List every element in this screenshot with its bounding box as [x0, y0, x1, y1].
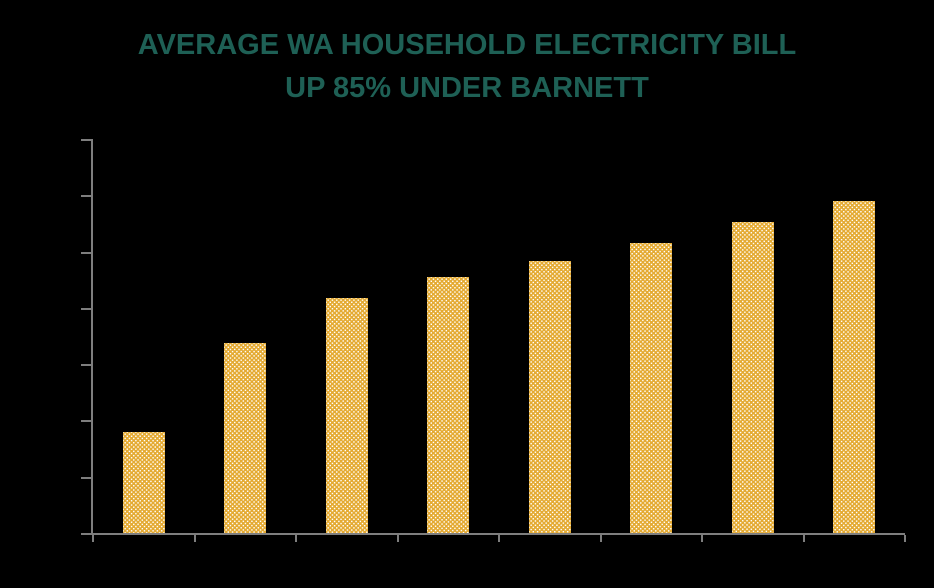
y-tick	[81, 251, 91, 254]
bar	[630, 243, 673, 533]
bar-slot	[398, 139, 500, 533]
bar-slot	[93, 139, 195, 533]
y-tick	[81, 307, 91, 310]
x-tick	[904, 535, 906, 542]
x-tick	[701, 535, 703, 542]
bar	[427, 276, 470, 533]
bar-slot	[702, 139, 804, 533]
bar-slot	[499, 139, 601, 533]
bar-slot	[804, 139, 906, 533]
bar	[325, 298, 368, 533]
x-tick	[193, 535, 196, 542]
bar	[528, 261, 571, 533]
x-tick	[295, 535, 297, 542]
bar-slot	[195, 139, 297, 533]
x-tick	[92, 535, 94, 542]
y-tick	[81, 195, 91, 198]
y-tick	[81, 533, 91, 535]
bar-slot	[296, 139, 398, 533]
x-tick	[802, 535, 805, 542]
x-tick	[396, 535, 399, 542]
bars-container	[93, 139, 905, 533]
chart-title-line1: AVERAGE WA HOUSEHOLD ELECTRICITY BILL	[137, 29, 797, 61]
x-tick	[599, 535, 602, 542]
y-tick	[81, 364, 91, 367]
chart-title-line2: UP 85% UNDER BARNETT	[285, 72, 649, 104]
plot-area	[81, 139, 906, 542]
y-tick	[81, 476, 91, 479]
bar-slot	[601, 139, 703, 533]
bar	[731, 222, 774, 533]
x-tick	[498, 535, 500, 542]
chart-title: AVERAGE WA HOUSEHOLD ELECTRICITY BILL UP…	[0, 24, 934, 110]
y-tick	[81, 139, 91, 141]
bar	[122, 431, 165, 533]
y-tick	[81, 420, 91, 423]
bar	[833, 200, 876, 533]
bar	[224, 342, 267, 533]
